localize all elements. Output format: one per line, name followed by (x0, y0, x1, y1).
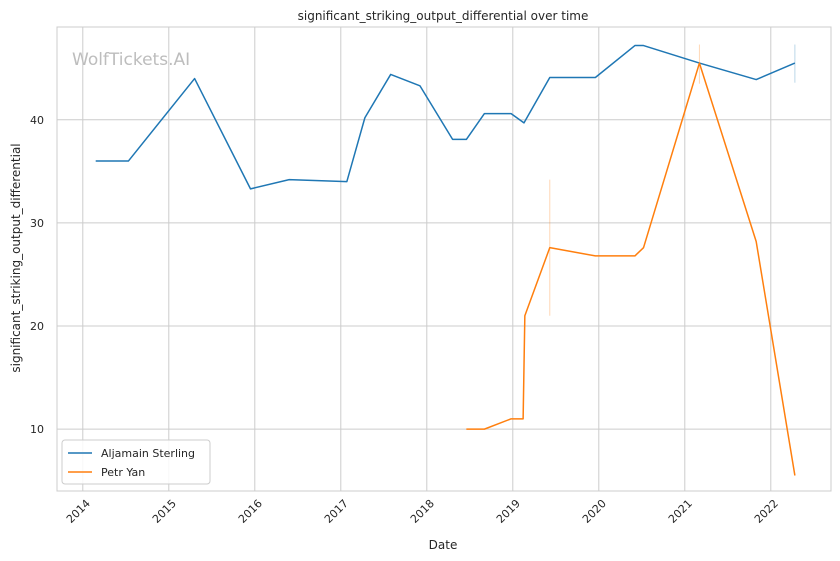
legend-label-1: Petr Yan (101, 466, 145, 479)
y-tick-label: 40 (30, 114, 44, 127)
x-axis-label: Date (429, 538, 458, 552)
x-axis-ticks: 2014 2015 2016 2017 2018 2019 2020 2021 2022 (64, 497, 781, 526)
legend-label-0: Aljamain Sterling (101, 447, 195, 460)
series-lines (95, 44, 796, 476)
legend: Aljamain Sterling Petr Yan (61, 439, 211, 485)
y-tick-label: 10 (30, 423, 44, 436)
y-axis-ticks: 10 20 30 40 (30, 114, 44, 436)
series-line-0 (95, 44, 796, 190)
legend-box (61, 439, 211, 485)
y-tick-label: 20 (30, 320, 44, 333)
y-tick-label: 30 (30, 217, 44, 230)
series-line-1 (466, 62, 796, 476)
plot-frame (56, 26, 832, 492)
watermark: WolfTickets.AI (72, 50, 190, 70)
grid (57, 27, 831, 491)
chart-title: significant_striking_output_differential… (298, 9, 589, 23)
y-axis-label: significant_striking_output_differential (9, 143, 23, 372)
